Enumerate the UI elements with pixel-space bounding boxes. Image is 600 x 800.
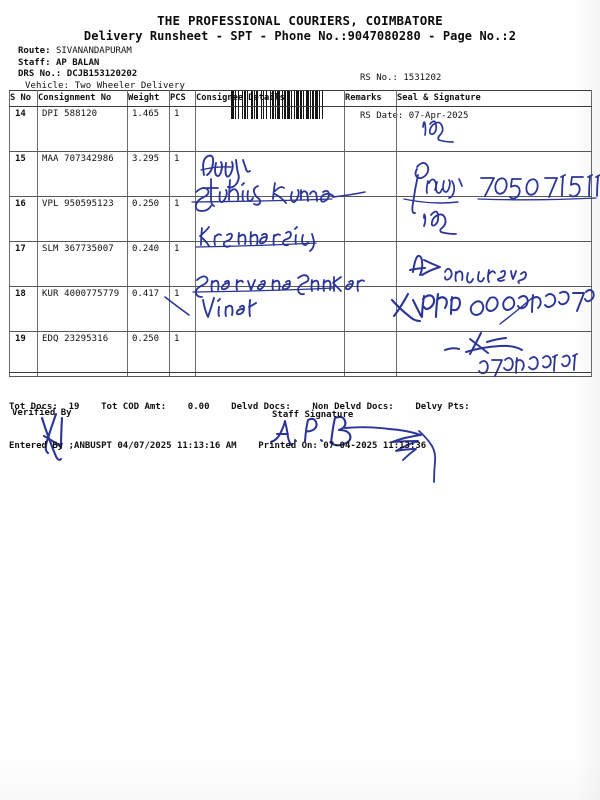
- vehicle-label: Vehicle:: [25, 80, 70, 91]
- cell-remarks: [344, 196, 397, 242]
- totals-footer: Tot Docs: 19 Tot COD Amt: 0.00 Delvd Doc…: [9, 372, 591, 479]
- staff-label: Staff:: [18, 57, 51, 68]
- cell-seal-signature: [396, 286, 592, 332]
- table-row: 15 MAA 707342986 3.295 1: [9, 151, 592, 197]
- cell-weight: 0.417: [127, 286, 170, 332]
- table-row: 14 DPI 588120 1.465 1: [9, 106, 592, 152]
- table-header-row: S No Consignment No Weight PCS Consignee…: [9, 90, 592, 107]
- totals-line-2: Entered By ;ANBUSPT 04/07/2025 11:13:16 …: [9, 441, 427, 451]
- cell-consignee-details: [195, 286, 345, 332]
- table-body: 14 DPI 588120 1.465 1 15 MAA 707342986 3…: [9, 106, 592, 377]
- drs-label: DRS No.:: [18, 69, 62, 80]
- cell-weight: 1.465: [127, 106, 170, 152]
- cell-remarks: [344, 241, 397, 287]
- cell-pcs: 1: [169, 286, 196, 332]
- cell-s-no: 17: [9, 241, 38, 287]
- cell-pcs: 1: [169, 151, 196, 197]
- document-subtitle: Delivery Runsheet - SPT - Phone No.:9047…: [83, 29, 517, 43]
- cell-consignee-details: [195, 106, 345, 152]
- totals-line-1: Tot Docs: 19 Tot COD Amt: 0.00 Delvd Doc…: [9, 402, 470, 412]
- cell-consignment-no: EDQ 23295316: [37, 331, 128, 377]
- cell-consignment-no: KUR 4000775779: [37, 286, 128, 332]
- cell-seal-signature: [396, 196, 592, 242]
- cell-weight: 3.295: [127, 151, 170, 197]
- column-header-remarks: Remarks: [344, 90, 397, 107]
- cell-seal-signature: [396, 331, 592, 377]
- cell-weight: 0.250: [127, 196, 170, 242]
- signature-block: Verified By Staff Signature: [0, 408, 600, 468]
- table-row: 16 VPL 950595123 0.250 1: [9, 196, 592, 242]
- cell-seal-signature: [396, 241, 592, 287]
- cell-remarks: [344, 286, 397, 332]
- column-header-s-no: S No: [9, 90, 38, 107]
- cell-consignee-details: [195, 196, 345, 242]
- cell-consignment-no: VPL 950595123: [37, 196, 128, 242]
- rs-no-value: 1531202: [403, 73, 442, 83]
- table-row: 17 SLM 367735007 0.240 1: [9, 241, 592, 287]
- company-title: THE PROFESSIONAL COURIERS, COIMBATORE: [157, 13, 443, 28]
- column-header-weight: Weight: [127, 90, 170, 107]
- cell-remarks: [344, 331, 397, 377]
- column-header-consignment-no: Consignment No: [37, 90, 128, 107]
- route-label: Route:: [18, 46, 51, 56]
- rs-no-row: RS No.: 1531202: [360, 72, 468, 85]
- cell-pcs: 1: [169, 241, 196, 287]
- table-row: 19 EDQ 23295316 0.250 1: [9, 331, 592, 377]
- staff-row: Staff: AP BALAN: [18, 58, 185, 70]
- staff-signature-label: Staff Signature: [272, 410, 354, 420]
- cell-consignment-no: SLM 367735007: [37, 241, 128, 287]
- vehicle-value: Two Wheeler Delivery: [74, 80, 186, 91]
- column-header-consignee-details: Consignee Details: [195, 90, 345, 107]
- cell-s-no: 19: [9, 331, 38, 377]
- drs-value: DCJB153120202: [66, 69, 138, 80]
- cell-consignee-details: [195, 151, 345, 197]
- cell-pcs: 1: [169, 106, 196, 152]
- cell-seal-signature: [396, 106, 592, 152]
- cell-consignment-no: MAA 707342986: [37, 151, 128, 197]
- cell-s-no: 14: [9, 106, 38, 152]
- cell-consignee-details: [195, 331, 345, 377]
- cell-seal-signature: [396, 151, 592, 197]
- cell-consignee-details: [195, 241, 345, 287]
- rs-no-label: RS No.:: [360, 73, 398, 83]
- route-value: SIVANANDAPURAM: [55, 46, 132, 56]
- verified-by-label: Verified By: [12, 408, 72, 418]
- runsheet-table: S No Consignment No Weight PCS Consignee…: [9, 90, 592, 377]
- meta-left-column: Route: SIVANANDAPURAM Staff: AP BALAN DR…: [18, 46, 185, 92]
- cell-s-no: 16: [9, 196, 38, 242]
- vehicle-row: Vehicle: Two Wheeler Delivery: [18, 81, 185, 93]
- column-header-seal-signature: Seal & Signature: [396, 90, 592, 107]
- staff-value: AP BALAN: [55, 57, 100, 68]
- cell-remarks: [344, 151, 397, 197]
- cell-weight: 0.240: [127, 241, 170, 287]
- column-header-pcs: PCS: [169, 90, 196, 107]
- cell-s-no: 15: [9, 151, 38, 197]
- table-row: 18 KUR 4000775779 0.417 1: [9, 286, 592, 332]
- cell-pcs: 1: [169, 331, 196, 377]
- route-row: Route: SIVANANDAPURAM: [18, 46, 185, 58]
- cell-weight: 0.250: [127, 331, 170, 377]
- cell-remarks: [344, 106, 397, 152]
- cell-s-no: 18: [9, 286, 38, 332]
- cell-pcs: 1: [169, 196, 196, 242]
- document-masthead: THE PROFESSIONAL COURIERS, COIMBATORE De…: [0, 0, 600, 44]
- document-meta: Route: SIVANANDAPURAM Staff: AP BALAN DR…: [0, 46, 600, 121]
- cell-consignment-no: DPI 588120: [37, 106, 128, 152]
- drs-row: DRS No.: DCJB153120202: [18, 69, 185, 81]
